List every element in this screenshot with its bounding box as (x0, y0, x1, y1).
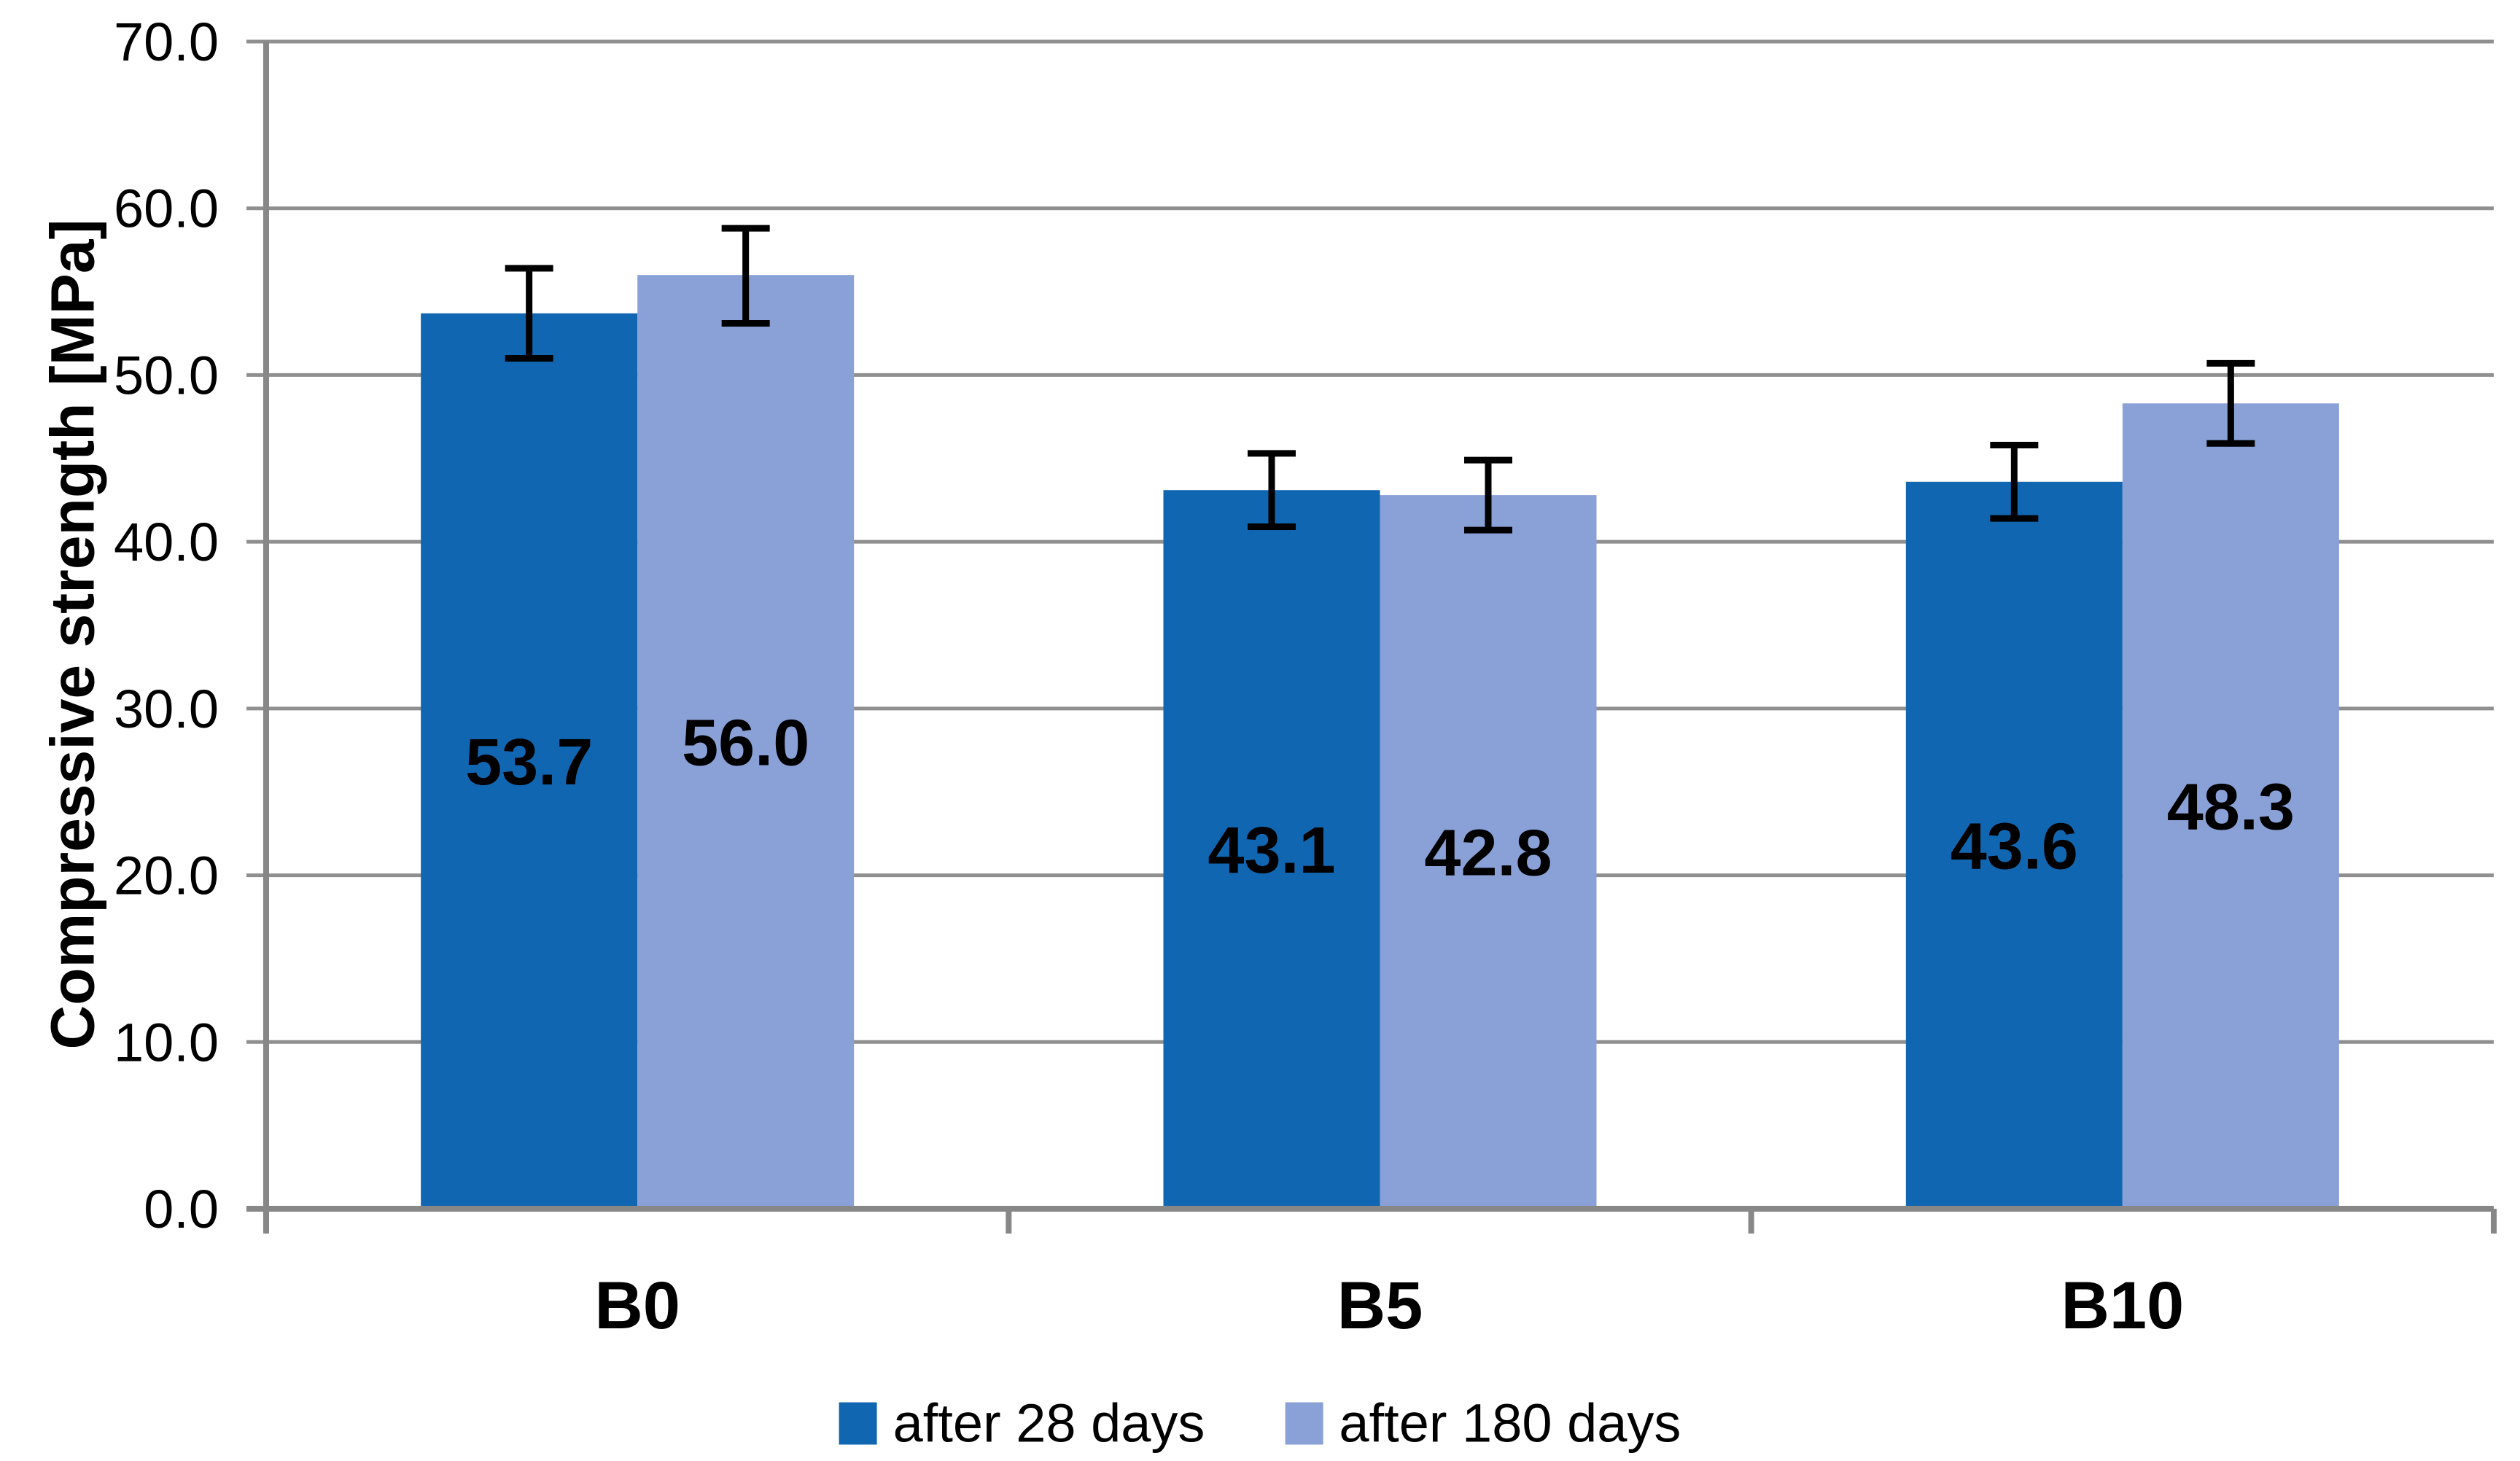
x-category-label: B0 (594, 1269, 680, 1343)
bar-data-label: 53.7 (465, 726, 593, 799)
legend-item-after-180-days: after 180 days (1285, 1392, 1681, 1454)
y-tick-label: 10.0 (114, 1012, 219, 1072)
bar-data-label: 43.1 (1208, 814, 1335, 887)
bar-B5-after-180-days (1380, 495, 1597, 1209)
bar-data-label: 43.6 (1951, 810, 2078, 883)
bar-B10-after-28-days (1905, 481, 2123, 1209)
bar-B0-after-28-days (421, 313, 638, 1209)
y-tick-label: 70.0 (114, 12, 219, 72)
x-category-label: B10 (2061, 1269, 2184, 1343)
bar-B10-after-180-days (2122, 403, 2339, 1209)
y-tick-label: 40.0 (114, 512, 219, 572)
y-tick-label: 20.0 (114, 846, 219, 906)
y-tick-label: 30.0 (114, 679, 219, 739)
legend-swatch-after-180-days (1285, 1402, 1323, 1444)
legend-item-after-28-days: after 28 days (839, 1392, 1205, 1454)
bar-data-label: 56.0 (682, 707, 809, 780)
legend: after 28 days after 180 days (839, 1392, 1681, 1454)
legend-label: after 180 days (1339, 1392, 1681, 1454)
y-tick-label: 50.0 (114, 345, 219, 405)
legend-swatch-after-28-days (839, 1402, 877, 1444)
legend-label: after 28 days (892, 1392, 1205, 1454)
bar-data-label: 42.8 (1424, 817, 1552, 890)
x-category-label: B5 (1337, 1269, 1423, 1343)
bar-B5-after-28-days (1163, 490, 1380, 1209)
y-tick-label: 60.0 (114, 179, 219, 239)
y-tick-label: 0.0 (144, 1179, 219, 1239)
y-axis-title: Compressive strength [MPa] (38, 219, 107, 1050)
bar-data-label: 48.3 (2167, 771, 2295, 844)
bar-B0-after-180-days (637, 275, 855, 1209)
